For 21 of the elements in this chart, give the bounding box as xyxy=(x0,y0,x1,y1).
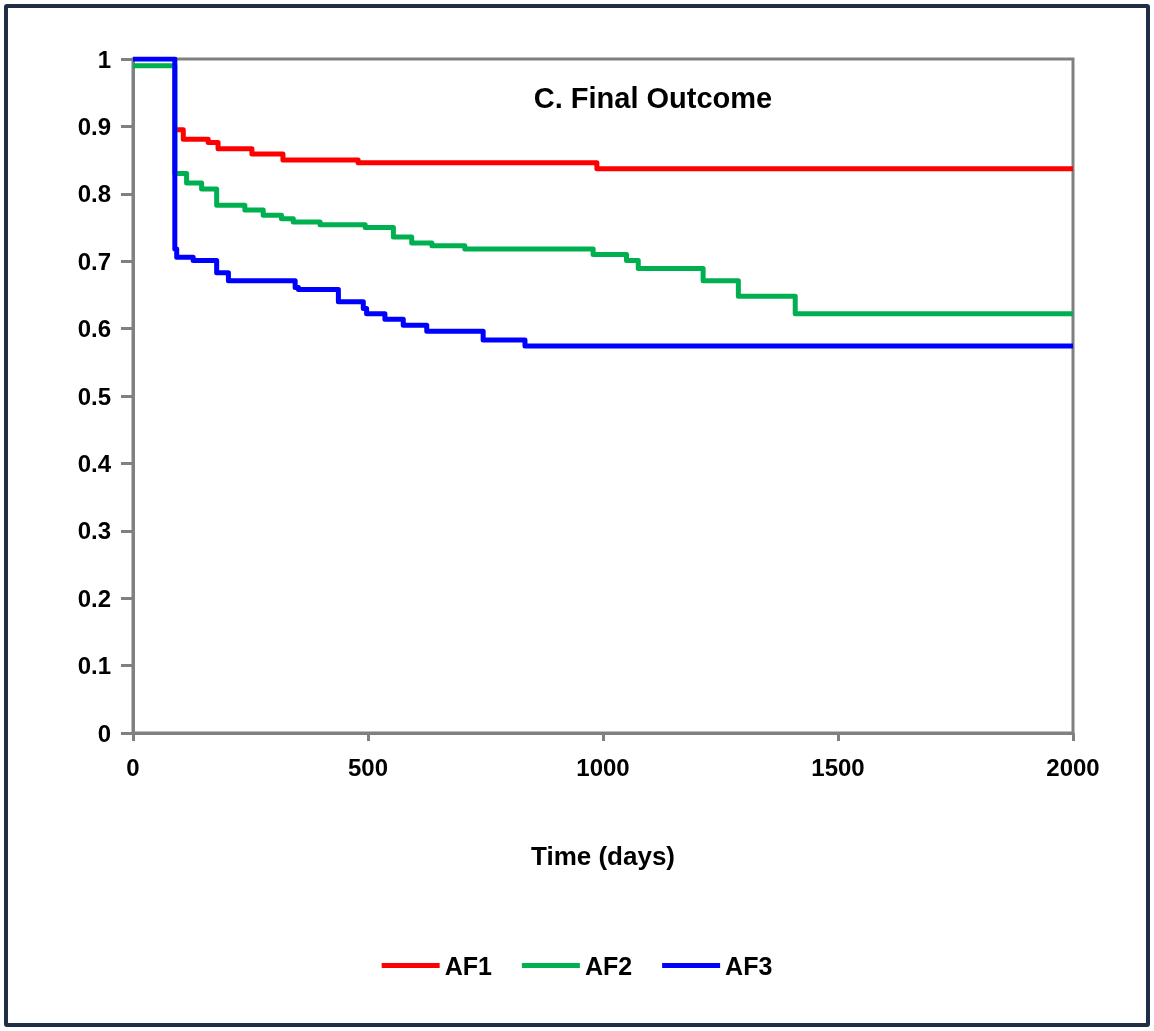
y-tick-label: 0.2 xyxy=(77,584,111,612)
y-tick-label: 0.4 xyxy=(77,449,112,477)
x-tick-label: 2000 xyxy=(1046,753,1100,781)
y-tick-label: 0.8 xyxy=(77,180,111,208)
y-tick-label: 0 xyxy=(97,719,111,747)
y-tick-label: 0.9 xyxy=(77,112,111,140)
legend-label: AF2 xyxy=(584,951,633,980)
x-tick-label: 1500 xyxy=(811,753,865,781)
y-tick-label: 0.6 xyxy=(77,315,111,343)
y-tick-label: 0.5 xyxy=(77,382,111,410)
text: C. Final Outcome xyxy=(533,81,773,114)
y-tick-label: 0.7 xyxy=(77,247,111,275)
x-tick-label: 500 xyxy=(347,753,389,781)
x-axis-title: Time (days) xyxy=(530,841,676,871)
legend-label: AF3 xyxy=(725,951,773,980)
y-tick-label: 1 xyxy=(97,45,111,73)
legend-label: AF1 xyxy=(444,951,492,980)
x-tick-label: 1000 xyxy=(576,753,630,781)
y-tick-label: 0.3 xyxy=(77,517,111,545)
y-tick-label: 0.1 xyxy=(77,652,111,680)
x-tick-label: 0 xyxy=(126,753,140,781)
